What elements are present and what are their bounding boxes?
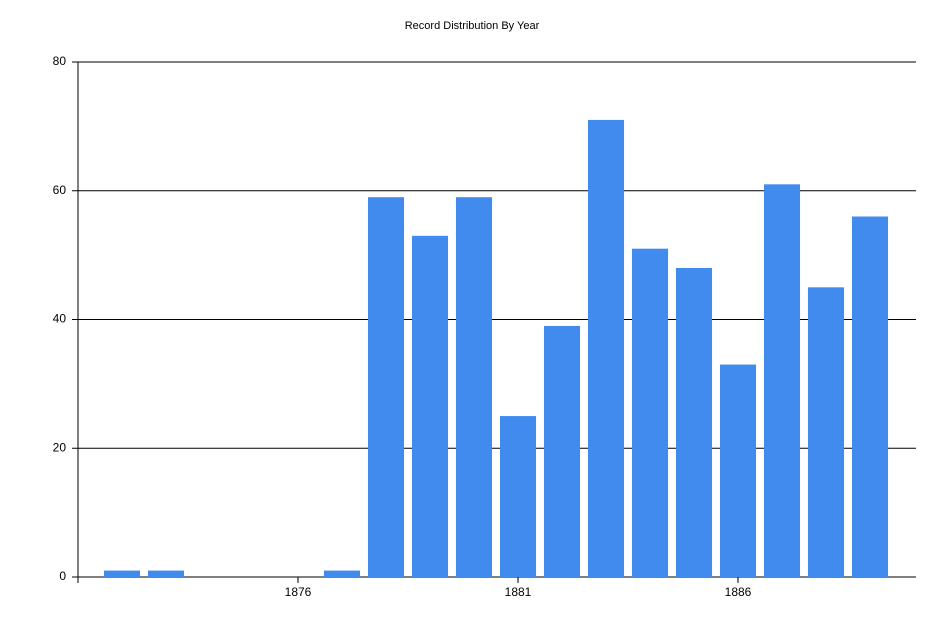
x-tick-label: 1876 [285,585,312,599]
y-tick-label: 40 [53,312,67,326]
bar [851,216,889,577]
bar [147,570,185,577]
chart-title: Record Distribution By Year [405,20,540,32]
bar [675,268,713,577]
bar [455,197,493,577]
bar [323,570,361,577]
y-tick-label: 0 [59,569,66,583]
bar [587,119,625,577]
y-tick-label: 60 [53,183,67,197]
y-tick-label: 80 [53,54,67,68]
y-tick-label: 20 [53,440,67,454]
x-tick-label: 1881 [505,585,532,599]
bar [411,235,449,577]
bar [719,364,757,577]
bar [103,570,141,577]
x-tick-label: 1886 [725,585,752,599]
bar [763,184,801,577]
bar [543,325,581,577]
bar [499,416,537,577]
bar [367,197,405,577]
bar [631,248,669,577]
bar [807,287,845,577]
